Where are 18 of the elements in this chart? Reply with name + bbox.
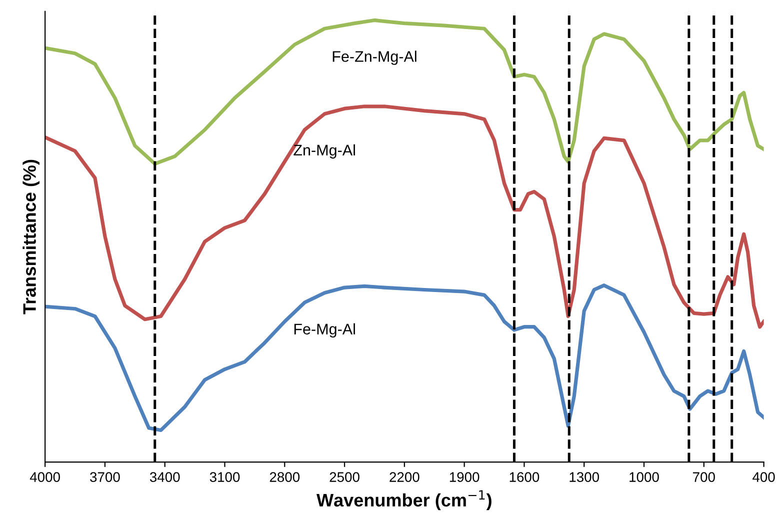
series-label: Zn-Mg-Al (294, 144, 355, 159)
y-axis-title: Transmittance (%) (22, 160, 40, 314)
series-label: Fe-Zn-Mg-Al (332, 50, 416, 65)
x-tick-label: 2800 (270, 472, 300, 482)
x-tick-label: 400 (752, 472, 775, 482)
series-label: Fe-Mg-Al (294, 323, 355, 338)
x-tick-label: 3700 (90, 472, 120, 482)
x-tick-label: 3100 (210, 472, 240, 482)
x-axis-title: Wavenumber (cm$^{−1}$) (316, 490, 492, 510)
x-tick-label: 2500 (330, 472, 360, 482)
x-tick-label: 3400 (150, 472, 180, 482)
x-tick-label: 4000 (30, 472, 60, 482)
x-tick-label: 1900 (450, 472, 480, 482)
x-tick-label: 700 (693, 472, 715, 482)
x-tick-label: 1300 (570, 472, 600, 482)
x-tick-label: 1600 (510, 472, 540, 482)
x-tick-label: 2200 (390, 472, 420, 482)
x-tick-label: 1000 (630, 472, 659, 482)
